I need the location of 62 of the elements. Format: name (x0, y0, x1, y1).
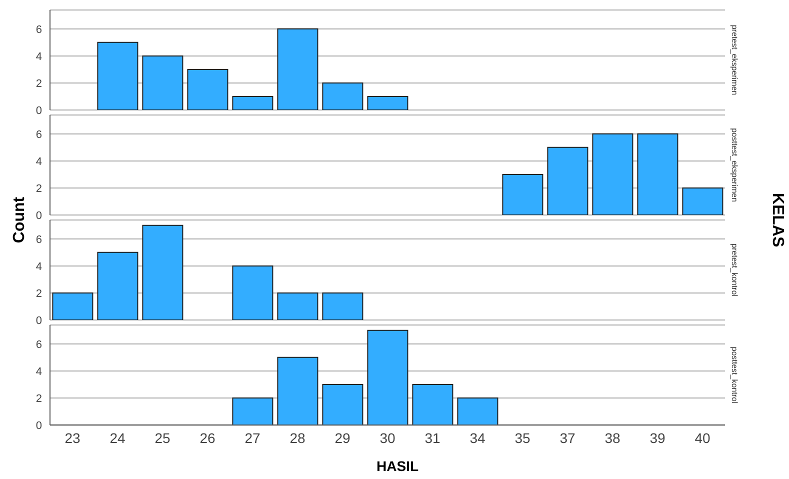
x-tick-label: 35 (514, 430, 530, 446)
x-tick-label: 26 (200, 430, 216, 446)
y-tick-label: 6 (36, 234, 42, 246)
y-tick-label: 6 (36, 128, 42, 141)
bar (637, 133, 678, 215)
x-tick-label: 25 (154, 430, 170, 446)
x-tick-label: 37 (560, 430, 576, 446)
y-tick-label: 2 (36, 392, 42, 405)
y-tick-label: 4 (36, 50, 42, 63)
y-tick-label: 0 (36, 420, 42, 432)
y-tick-label: 2 (36, 182, 42, 195)
bar (232, 265, 274, 320)
bar (142, 224, 184, 320)
x-tick-label: 23 (64, 430, 80, 446)
bar (187, 68, 228, 110)
bar (322, 292, 364, 320)
bar (457, 397, 498, 425)
bar (232, 397, 274, 425)
y-tick-label: 6 (36, 338, 42, 351)
y2-axis-title: posttest_kontrol (730, 346, 740, 404)
x-tick-label: 38 (604, 430, 620, 446)
x-tick-label: 28 (290, 430, 306, 446)
bar (277, 28, 318, 110)
bar (592, 133, 634, 215)
x-tick-label: 30 (380, 430, 396, 446)
y-axis-title: Count (11, 196, 29, 244)
y2-axis-title: pretest_eksperimen (730, 24, 740, 96)
x-tick-label: 27 (244, 430, 260, 446)
bar (97, 42, 138, 110)
y-tick-label: 0 (36, 104, 42, 117)
x-tick-label: 29 (334, 430, 350, 446)
y-tick-label: 2 (36, 78, 42, 90)
legend-title: KELAS (768, 192, 786, 248)
bar (502, 174, 544, 215)
bar (277, 356, 318, 425)
bar (322, 82, 364, 110)
bar (547, 146, 588, 215)
bar (97, 252, 138, 320)
y2-axis-title: pretest_kontrol (730, 244, 740, 297)
x-tick-label: 39 (650, 430, 666, 446)
y-tick-label: 4 (36, 260, 42, 273)
y-tick-label: 4 (36, 366, 42, 378)
bar (277, 292, 318, 320)
y-tick-label: 0 (36, 314, 42, 327)
x-tick-label: 31 (424, 430, 440, 446)
y-tick-label: 0 (36, 210, 42, 222)
y2-axis-title: posttest_eksperimen (730, 128, 740, 202)
bar (52, 292, 94, 320)
bar (367, 330, 408, 425)
x-tick-label: 24 (110, 430, 126, 446)
bar (412, 384, 454, 425)
y-tick-label: 4 (36, 156, 42, 168)
bar (232, 96, 274, 110)
x-tick-label: 34 (470, 430, 486, 446)
y-tick-label: 2 (36, 288, 42, 300)
x-tick-label: 40 (694, 430, 710, 446)
bar (142, 55, 184, 110)
y-tick-label: 6 (36, 24, 42, 36)
bar (682, 187, 724, 215)
x-axis-title: HASIL (376, 458, 420, 474)
bar (322, 384, 364, 425)
bar (367, 96, 408, 110)
